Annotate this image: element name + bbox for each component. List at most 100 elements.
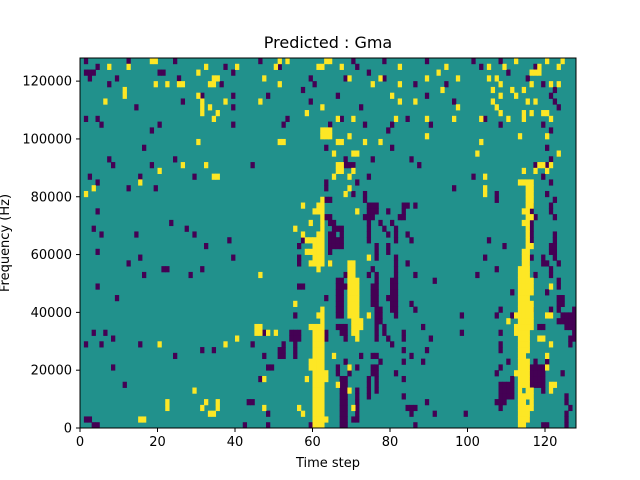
heatmap-cell-high	[424, 115, 430, 122]
heatmap-cell-low	[339, 323, 344, 331]
heatmap-cell-high	[320, 237, 325, 244]
heatmap-cell-low	[510, 312, 515, 319]
heatmap-cell-high	[351, 260, 356, 267]
heatmap-cell-low	[343, 422, 348, 429]
heatmap-cell-high	[548, 387, 554, 394]
heatmap-cell-high	[304, 375, 310, 383]
heatmap-cell-high	[517, 295, 523, 302]
y-tick-label: 40000	[31, 306, 72, 321]
heatmap-cell-low	[83, 341, 89, 348]
heatmap-cell-low	[200, 92, 205, 99]
heatmap-cell-high	[200, 110, 205, 117]
heatmap-cell-low	[548, 266, 554, 273]
heatmap-cell-high	[316, 347, 321, 354]
heatmap-cell-high	[200, 104, 205, 111]
heatmap-cell-high	[277, 58, 282, 65]
heatmap-cell-low	[390, 121, 395, 128]
heatmap-cell-low	[157, 69, 162, 76]
heatmap-cell-low	[374, 364, 379, 371]
heatmap-cell-low	[355, 63, 360, 70]
heatmap-cell-low	[401, 375, 406, 383]
heatmap-cell-low	[339, 295, 344, 302]
heatmap-cell-low	[293, 335, 298, 342]
heatmap-cell-low	[83, 69, 89, 76]
x-tick-label: 60	[304, 435, 321, 450]
heatmap-cell-high	[211, 173, 217, 180]
heatmap-cell-low	[405, 202, 410, 209]
heatmap-cell-high	[525, 381, 530, 388]
heatmap-cell-high	[548, 312, 554, 319]
heatmap-cell-low	[343, 271, 348, 279]
heatmap-cell-low	[95, 208, 100, 215]
heatmap-cell-high	[355, 300, 360, 307]
heatmap-cell-high	[355, 323, 360, 331]
heatmap-cell-low	[444, 81, 449, 88]
heatmap-cell-high	[320, 318, 325, 325]
heatmap-cell-low	[564, 399, 569, 406]
heatmap-cell-high	[335, 138, 341, 146]
heatmap-cell-high	[320, 219, 325, 227]
heatmap-cell-low	[502, 381, 507, 388]
heatmap-cell-high	[83, 190, 89, 198]
heatmap-cell-high	[525, 179, 530, 186]
heatmap-cell-high	[397, 81, 403, 88]
heatmap-cell-high	[258, 271, 263, 279]
heatmap-cell-high	[529, 323, 534, 331]
heatmap-cell-low	[393, 225, 399, 232]
heatmap-cell-high	[316, 387, 321, 394]
heatmap-cell-high	[316, 364, 321, 371]
x-axis: 0 20 40 60 80 100 120	[76, 428, 557, 450]
heatmap-cell-low	[564, 318, 569, 325]
heatmap-cell-high	[521, 260, 527, 267]
heatmap-cell-high	[262, 404, 267, 412]
heatmap-cell-high	[293, 300, 298, 307]
heatmap-cell-low	[343, 75, 348, 82]
heatmap-cell-low	[343, 410, 348, 417]
heatmap-cell-low	[370, 352, 375, 360]
heatmap-cell-high	[324, 416, 329, 423]
heatmap-cell-high	[548, 381, 554, 388]
heatmap-cell-high	[215, 173, 220, 180]
heatmap-cell-high	[452, 115, 457, 122]
heatmap-cell-high	[331, 150, 337, 157]
heatmap-cell-high	[300, 410, 306, 417]
heatmap-cell-high	[537, 162, 542, 169]
heatmap-cell-high	[320, 323, 325, 331]
heatmap-cell-high	[324, 127, 329, 134]
heatmap-cell-low	[328, 214, 333, 221]
heatmap-cell-low	[281, 121, 286, 128]
heatmap-cell-high	[525, 318, 530, 325]
heatmap-cell-high	[254, 329, 259, 336]
heatmap-cell-high	[285, 58, 290, 65]
heatmap-cell-low	[541, 254, 546, 261]
heatmap-cell-low	[200, 266, 205, 273]
heatmap-cell-high	[525, 254, 530, 261]
heatmap-cell-high	[316, 248, 321, 255]
heatmap-cell-high	[196, 69, 201, 76]
heatmap-cell-high	[529, 399, 534, 406]
heatmap-cell-high	[316, 404, 321, 412]
heatmap-cell-low	[138, 173, 143, 180]
heatmap-cell-low	[343, 358, 348, 365]
heatmap-cell-low	[374, 323, 379, 331]
heatmap-cell-low	[560, 318, 565, 325]
heatmap-cell-low	[552, 254, 558, 261]
heatmap-cell-high	[312, 323, 317, 331]
heatmap-cell-low	[502, 243, 507, 250]
heatmap-cell-high	[362, 138, 368, 146]
heatmap-cell-low	[370, 289, 375, 296]
heatmap-cell-low	[498, 393, 503, 400]
heatmap-cell-high	[157, 341, 162, 348]
heatmap-cell-high	[347, 75, 352, 82]
heatmap-cell-high	[529, 289, 534, 296]
heatmap-cell-high	[320, 381, 325, 388]
heatmap-cell-low	[506, 381, 511, 388]
heatmap-cell-high	[258, 323, 263, 331]
heatmap-cell-high	[339, 63, 344, 70]
heatmap-cell-high	[312, 404, 317, 412]
heatmap-cell-high	[308, 237, 313, 244]
heatmap-cell-high	[308, 364, 313, 371]
heatmap-cell-low	[339, 381, 344, 388]
heatmap-cell-low	[324, 185, 329, 192]
heatmap-cell-low	[374, 300, 379, 307]
